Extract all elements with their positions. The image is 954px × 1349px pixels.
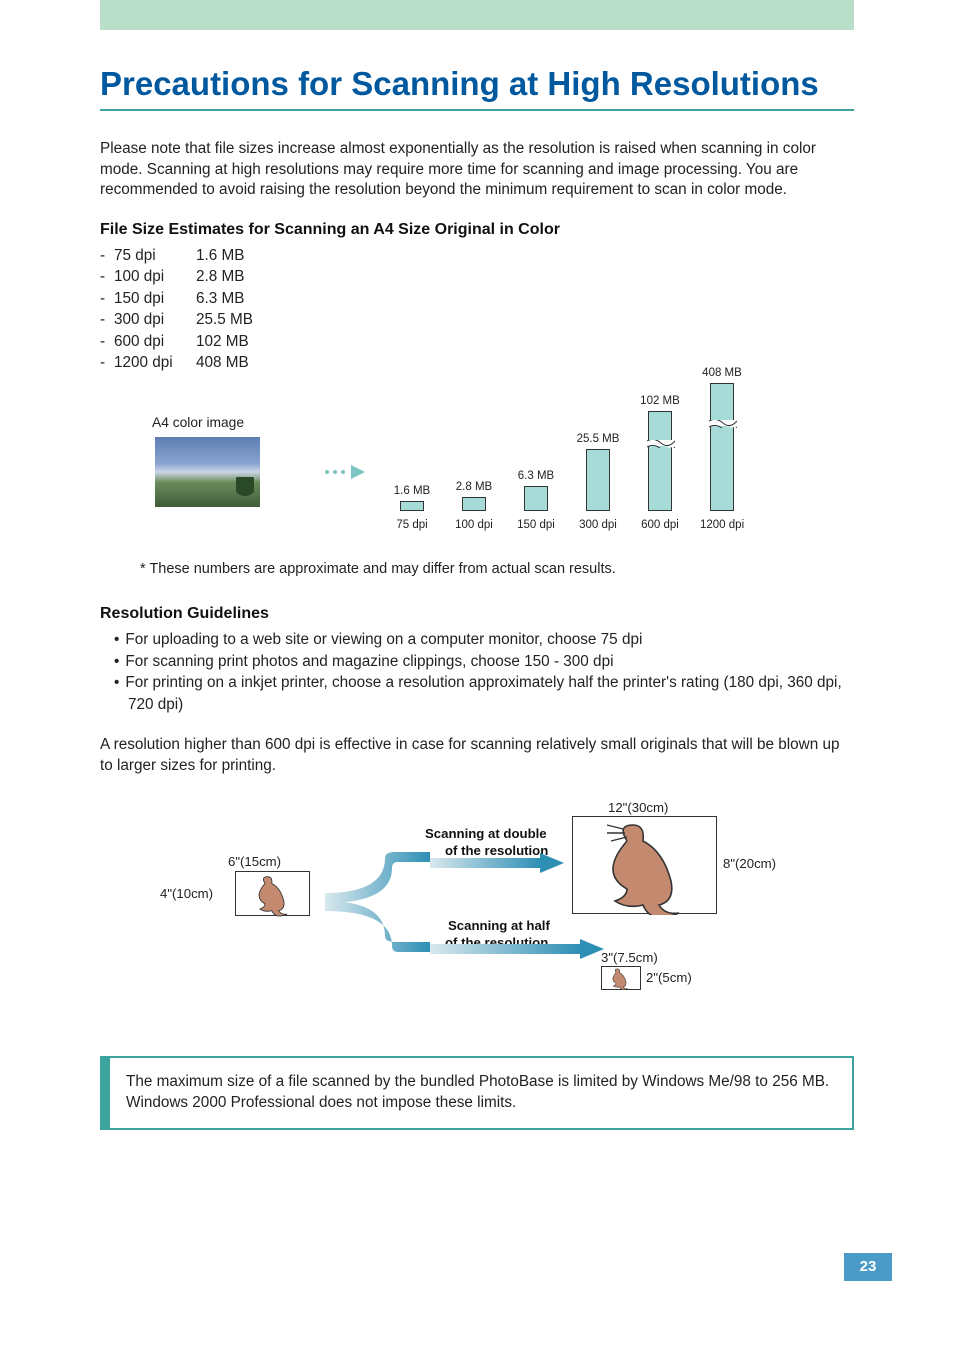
guideline-item: For uploading to a web site or viewing o… (100, 629, 854, 650)
bar-rect (524, 486, 548, 511)
bar-value-label: 1.6 MB (394, 485, 430, 497)
chart-image-label: A4 color image (152, 415, 244, 430)
size-list: -75 dpi1.6 MB -100 dpi2.8 MB -150 dpi6.3… (100, 245, 854, 373)
seal-small-icon (602, 967, 642, 991)
size-row: -75 dpi1.6 MB (100, 245, 854, 266)
bar-x-label: 600 dpi (638, 519, 682, 531)
size-row: -100 dpi2.8 MB (100, 266, 854, 287)
bar-rect (648, 411, 672, 511)
enlarged-box (572, 816, 717, 914)
file-size-chart: A4 color image 1.6 MB 75 dpi 2.8 MB 100 dpi… (100, 383, 854, 553)
diagram-arrows (100, 806, 860, 1016)
bar-x-label: 150 dpi (514, 519, 558, 531)
guideline-item: For printing on a inkjet printer, choose… (100, 672, 854, 715)
bar-x-label: 75 dpi (390, 519, 434, 531)
bar-rect (462, 497, 486, 511)
chart-footnote: * These numbers are approximate and may … (140, 561, 854, 577)
page-title: Precautions for Scanning at High Resolut… (100, 65, 854, 111)
size-row: -300 dpi25.5 MB (100, 309, 854, 330)
size-row: -600 dpi102 MB (100, 331, 854, 352)
bar-value-label: 25.5 MB (577, 433, 620, 445)
bar-rect (586, 449, 610, 511)
bar-value-label: 408 MB (702, 367, 742, 379)
small-width-label: 3"(7.5cm) (601, 950, 658, 965)
size-row: -150 dpi6.3 MB (100, 288, 854, 309)
a4-photo-thumbnail (155, 437, 260, 507)
intro-paragraph: Please note that file sizes increase alm… (100, 139, 854, 201)
bars-container: 1.6 MB 75 dpi 2.8 MB 100 dpi 6.3 MB 150 dpi 25… (390, 383, 770, 531)
header-bar (100, 0, 854, 30)
page-number-badge: 23 (844, 1253, 892, 1281)
seal-large-icon (573, 817, 718, 915)
big-height-label: 8"(20cm) (723, 856, 776, 871)
size-estimates-heading: File Size Estimates for Scanning an A4 S… (100, 221, 854, 239)
bar-x-label: 1200 dpi (700, 519, 744, 531)
note-box: The maximum size of a file scanned by th… (100, 1056, 854, 1129)
resolution-paragraph: A resolution higher than 600 dpi is effe… (100, 735, 854, 776)
bar-break-icon (709, 420, 737, 426)
bar-value-label: 102 MB (640, 395, 680, 407)
scaling-diagram: 6"(15cm) 4"(10cm) Scanning at double of … (100, 806, 854, 1016)
bar-rect (710, 383, 734, 511)
guidelines-heading: Resolution Guidelines (100, 605, 854, 623)
guideline-item: For scanning print photos and magazine c… (100, 651, 854, 672)
small-height-label: 2"(5cm) (646, 970, 692, 985)
bar-break-icon (647, 440, 675, 446)
reduced-box (601, 966, 641, 990)
bar-x-label: 300 dpi (576, 519, 620, 531)
bar-x-label: 100 dpi (452, 519, 496, 531)
guidelines-list: For uploading to a web site or viewing o… (100, 629, 854, 715)
big-width-label: 12"(30cm) (608, 800, 668, 815)
page-content: Precautions for Scanning at High Resolut… (100, 65, 854, 1130)
arrow-icon (325, 465, 365, 479)
bar-rect (400, 501, 424, 511)
bar-value-label: 6.3 MB (518, 470, 554, 482)
bar-value-label: 2.8 MB (456, 481, 492, 493)
